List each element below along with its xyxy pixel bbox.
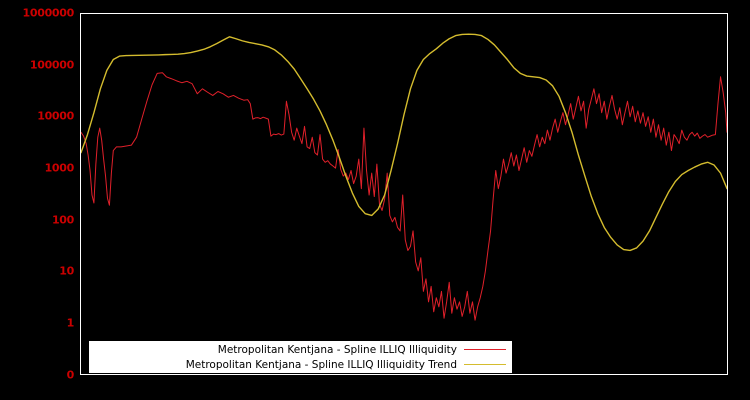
y-axis-tick-100000: 100000 [29, 58, 74, 72]
legend-line-illiquidity [464, 349, 506, 350]
legend-item-illiquidity: Metropolitan Kentjana - Spline ILLIQ Ill… [89, 342, 512, 357]
y-axis-tick-1000: 1000 [44, 161, 75, 175]
y-axis-tick-1: 1 [66, 316, 75, 330]
chart-legend: Metropolitan Kentjana - Spline ILLIQ Ill… [88, 340, 513, 374]
y-axis-tick-10000: 10000 [37, 109, 74, 123]
y-axis-tick-1000000: 1000000 [22, 6, 75, 20]
series-line-illiquidity [81, 73, 727, 320]
legend-line-illiquidity-trend [464, 364, 506, 365]
legend-label-illiquidity: Metropolitan Kentjana - Spline ILLIQ Ill… [217, 343, 457, 356]
y-axis-tick-0: 0 [66, 368, 75, 382]
y-axis-tick-10: 10 [59, 264, 74, 278]
legend-item-illiquidity-trend: Metropolitan Kentjana - Spline ILLIQ Ill… [89, 357, 512, 372]
y-axis-tick-100: 100 [51, 213, 74, 227]
series-line-illiquidity-trend [81, 34, 727, 250]
plot-area [80, 13, 728, 375]
chart-svg [81, 14, 727, 374]
y-axis-tick-labels: 1000000 100000 10000 1000 100 10 1 0 [0, 0, 75, 400]
legend-label-illiquidity-trend: Metropolitan Kentjana - Spline ILLIQ Ill… [185, 358, 457, 371]
